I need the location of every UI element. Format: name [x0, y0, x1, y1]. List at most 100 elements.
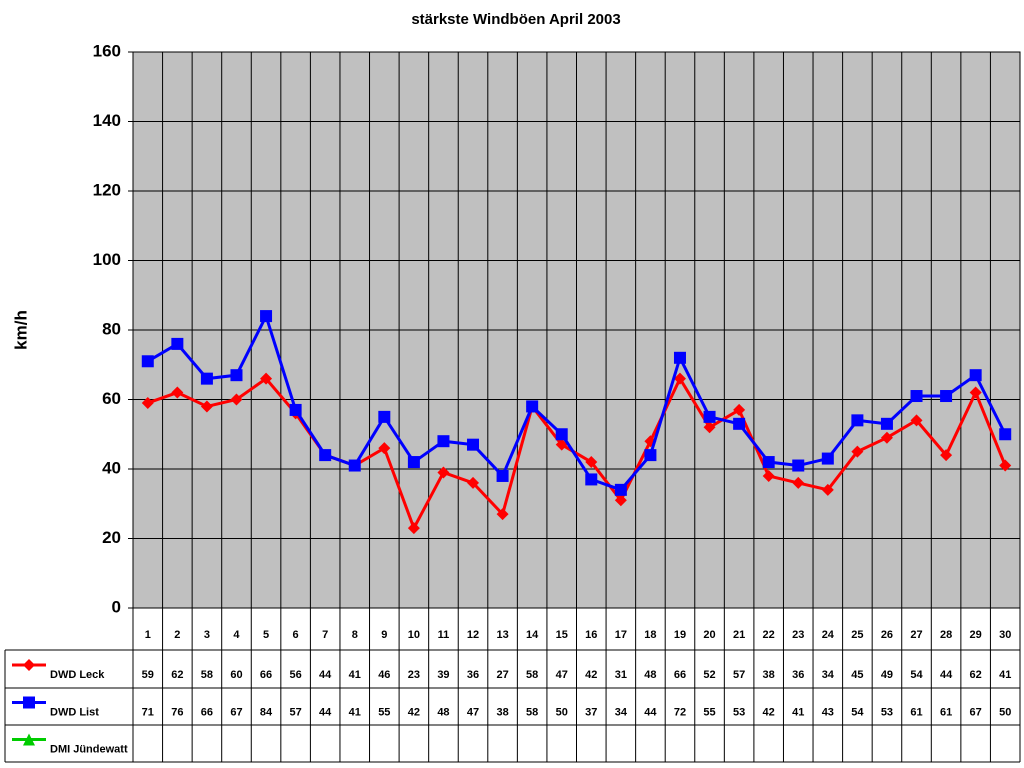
legend-marker — [23, 659, 35, 671]
table-value: 61 — [910, 706, 922, 718]
point — [762, 456, 775, 469]
x-tick-label: 1 — [145, 629, 151, 641]
table-value: 48 — [644, 669, 656, 681]
table-value: 42 — [408, 706, 420, 718]
table-value: 47 — [556, 669, 568, 681]
y-tick-label: 140 — [93, 111, 121, 130]
point — [585, 473, 598, 486]
point — [851, 445, 864, 458]
point — [762, 469, 775, 482]
x-tick-label: 28 — [940, 629, 952, 641]
point — [585, 456, 598, 469]
table-value: 36 — [467, 669, 479, 681]
x-tick-label: 6 — [293, 629, 299, 641]
x-tick-label: 14 — [526, 629, 539, 641]
table-value: 53 — [881, 706, 893, 718]
table-value: 84 — [260, 706, 273, 718]
point — [467, 476, 480, 489]
x-tick-label: 3 — [204, 629, 210, 641]
table-value: 41 — [999, 669, 1011, 681]
point — [792, 476, 805, 489]
point — [200, 400, 213, 413]
x-tick-label: 29 — [970, 629, 982, 641]
point — [200, 372, 213, 385]
point — [999, 428, 1012, 441]
y-tick-label: 60 — [102, 389, 121, 408]
point — [940, 390, 953, 403]
point — [673, 372, 686, 385]
x-tick-label: 18 — [644, 629, 656, 641]
table-value: 34 — [615, 706, 628, 718]
table-value: 46 — [378, 669, 390, 681]
x-tick-label: 4 — [233, 629, 240, 641]
table-value: 50 — [556, 706, 568, 718]
chart-title: stärkste Windböen April 2003 — [411, 11, 620, 28]
point — [733, 403, 746, 416]
point — [644, 449, 657, 462]
x-tick-label: 22 — [763, 629, 775, 641]
point — [851, 414, 864, 427]
point — [969, 386, 982, 399]
x-tick-label: 15 — [556, 629, 568, 641]
point — [526, 400, 539, 413]
legend-marker — [23, 696, 35, 709]
x-tick-label: 24 — [822, 629, 835, 641]
table-value: 38 — [496, 706, 508, 718]
y-tick-label: 40 — [102, 458, 121, 477]
legend-label: DMI Jündewatt — [50, 743, 128, 755]
x-tick-label: 12 — [467, 629, 479, 641]
x-tick-label: 21 — [733, 629, 745, 641]
table-value: 58 — [526, 669, 538, 681]
x-tick-label: 10 — [408, 629, 420, 641]
legend-marker — [23, 733, 35, 746]
y-axis-label: km/h — [11, 310, 30, 350]
point — [703, 421, 716, 434]
table-value: 42 — [763, 706, 775, 718]
table-value: 37 — [585, 706, 597, 718]
table-value: 31 — [615, 669, 627, 681]
table-value: 57 — [733, 669, 745, 681]
point — [496, 469, 509, 482]
point — [614, 483, 627, 496]
table-value: 76 — [171, 706, 183, 718]
x-tick-label: 17 — [615, 629, 627, 641]
point — [171, 386, 184, 399]
table-value: 71 — [142, 706, 154, 718]
point — [999, 459, 1012, 472]
y-tick-label: 160 — [93, 41, 121, 60]
point — [378, 442, 391, 455]
table-value: 44 — [940, 669, 953, 681]
point — [496, 508, 509, 521]
y-tick-label: 80 — [102, 319, 121, 338]
point — [614, 494, 627, 507]
y-tick-label: 20 — [102, 528, 121, 547]
table-value: 58 — [526, 706, 538, 718]
point — [437, 435, 450, 448]
table-value: 36 — [792, 669, 804, 681]
point — [319, 449, 332, 462]
table-value: 61 — [940, 706, 952, 718]
point — [230, 393, 243, 406]
table-value: 50 — [999, 706, 1011, 718]
point — [171, 337, 184, 350]
point — [141, 396, 154, 409]
point — [733, 417, 746, 430]
point — [407, 456, 420, 469]
point — [555, 428, 568, 441]
x-tick-label: 20 — [703, 629, 715, 641]
table-value: 72 — [674, 706, 686, 718]
x-tick-label: 23 — [792, 629, 804, 641]
point — [703, 410, 716, 423]
x-tick-label: 9 — [381, 629, 387, 641]
table-value: 41 — [349, 706, 361, 718]
x-tick-label: 8 — [352, 629, 358, 641]
x-tick-label: 5 — [263, 629, 269, 641]
x-tick-label: 25 — [851, 629, 863, 641]
table-value: 44 — [644, 706, 657, 718]
table-value: 55 — [378, 706, 390, 718]
point — [260, 310, 273, 323]
point — [821, 483, 834, 496]
point — [821, 452, 834, 465]
point — [437, 466, 450, 479]
point — [792, 459, 805, 472]
